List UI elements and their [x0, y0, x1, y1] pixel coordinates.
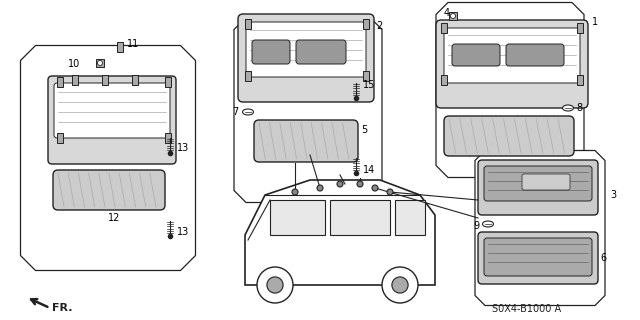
Text: S0X4-B1000 A: S0X4-B1000 A [492, 304, 561, 314]
Circle shape [357, 181, 363, 187]
Bar [270, 200, 325, 235]
Circle shape [267, 277, 283, 293]
FancyBboxPatch shape [238, 14, 374, 102]
Ellipse shape [563, 105, 573, 111]
Text: FR.: FR. [52, 303, 72, 313]
Text: 15: 15 [363, 80, 376, 90]
Bar [57, 77, 63, 87]
FancyBboxPatch shape [48, 76, 176, 164]
Polygon shape [20, 45, 195, 270]
Circle shape [317, 185, 323, 191]
Text: 1: 1 [592, 17, 598, 27]
FancyBboxPatch shape [478, 160, 598, 215]
Polygon shape [234, 18, 382, 203]
FancyBboxPatch shape [452, 44, 500, 66]
Bar [96, 59, 104, 67]
Text: 14: 14 [363, 165, 375, 175]
Text: 11: 11 [127, 39, 140, 49]
FancyBboxPatch shape [54, 83, 170, 138]
Text: 6: 6 [600, 253, 606, 263]
Text: 5: 5 [361, 125, 367, 135]
Ellipse shape [483, 221, 493, 227]
Circle shape [292, 189, 298, 195]
FancyBboxPatch shape [522, 174, 570, 190]
Text: 2: 2 [376, 21, 382, 31]
FancyBboxPatch shape [252, 40, 290, 64]
Bar [57, 133, 63, 143]
Text: 13: 13 [177, 143, 189, 153]
Bar [577, 23, 583, 33]
Text: 9: 9 [474, 221, 480, 231]
FancyBboxPatch shape [53, 170, 165, 210]
Ellipse shape [451, 13, 456, 19]
Bar [165, 133, 171, 143]
Bar [330, 200, 390, 235]
FancyBboxPatch shape [444, 116, 574, 156]
Circle shape [382, 267, 418, 303]
Bar [449, 12, 457, 20]
FancyBboxPatch shape [506, 44, 564, 66]
Polygon shape [475, 150, 605, 306]
Bar [363, 19, 369, 29]
Ellipse shape [97, 60, 102, 66]
Bar [245, 71, 251, 81]
Bar [245, 19, 251, 29]
FancyBboxPatch shape [254, 120, 358, 162]
Bar [441, 75, 447, 85]
FancyBboxPatch shape [246, 22, 366, 77]
Circle shape [337, 181, 343, 187]
Ellipse shape [243, 109, 253, 115]
Bar [577, 75, 583, 85]
Polygon shape [245, 180, 435, 285]
Circle shape [387, 189, 393, 195]
Text: 13: 13 [177, 227, 189, 237]
Bar [117, 42, 123, 52]
FancyBboxPatch shape [296, 40, 346, 64]
Bar [132, 75, 138, 85]
Text: 7: 7 [232, 107, 238, 117]
Bar [102, 75, 108, 85]
Circle shape [392, 277, 408, 293]
Text: 3: 3 [610, 190, 616, 200]
Bar [441, 23, 447, 33]
FancyBboxPatch shape [478, 232, 598, 284]
Text: 4: 4 [444, 8, 450, 18]
Bar [165, 77, 171, 87]
Text: 10: 10 [68, 59, 80, 69]
FancyBboxPatch shape [436, 20, 588, 108]
FancyBboxPatch shape [484, 238, 592, 276]
Circle shape [372, 185, 378, 191]
Bar [363, 71, 369, 81]
Circle shape [257, 267, 293, 303]
Text: 12: 12 [108, 213, 120, 223]
Bar [72, 75, 78, 85]
Bar [395, 200, 425, 235]
Polygon shape [436, 3, 584, 178]
FancyBboxPatch shape [484, 166, 592, 201]
FancyBboxPatch shape [444, 28, 580, 83]
Text: 8: 8 [576, 103, 582, 113]
